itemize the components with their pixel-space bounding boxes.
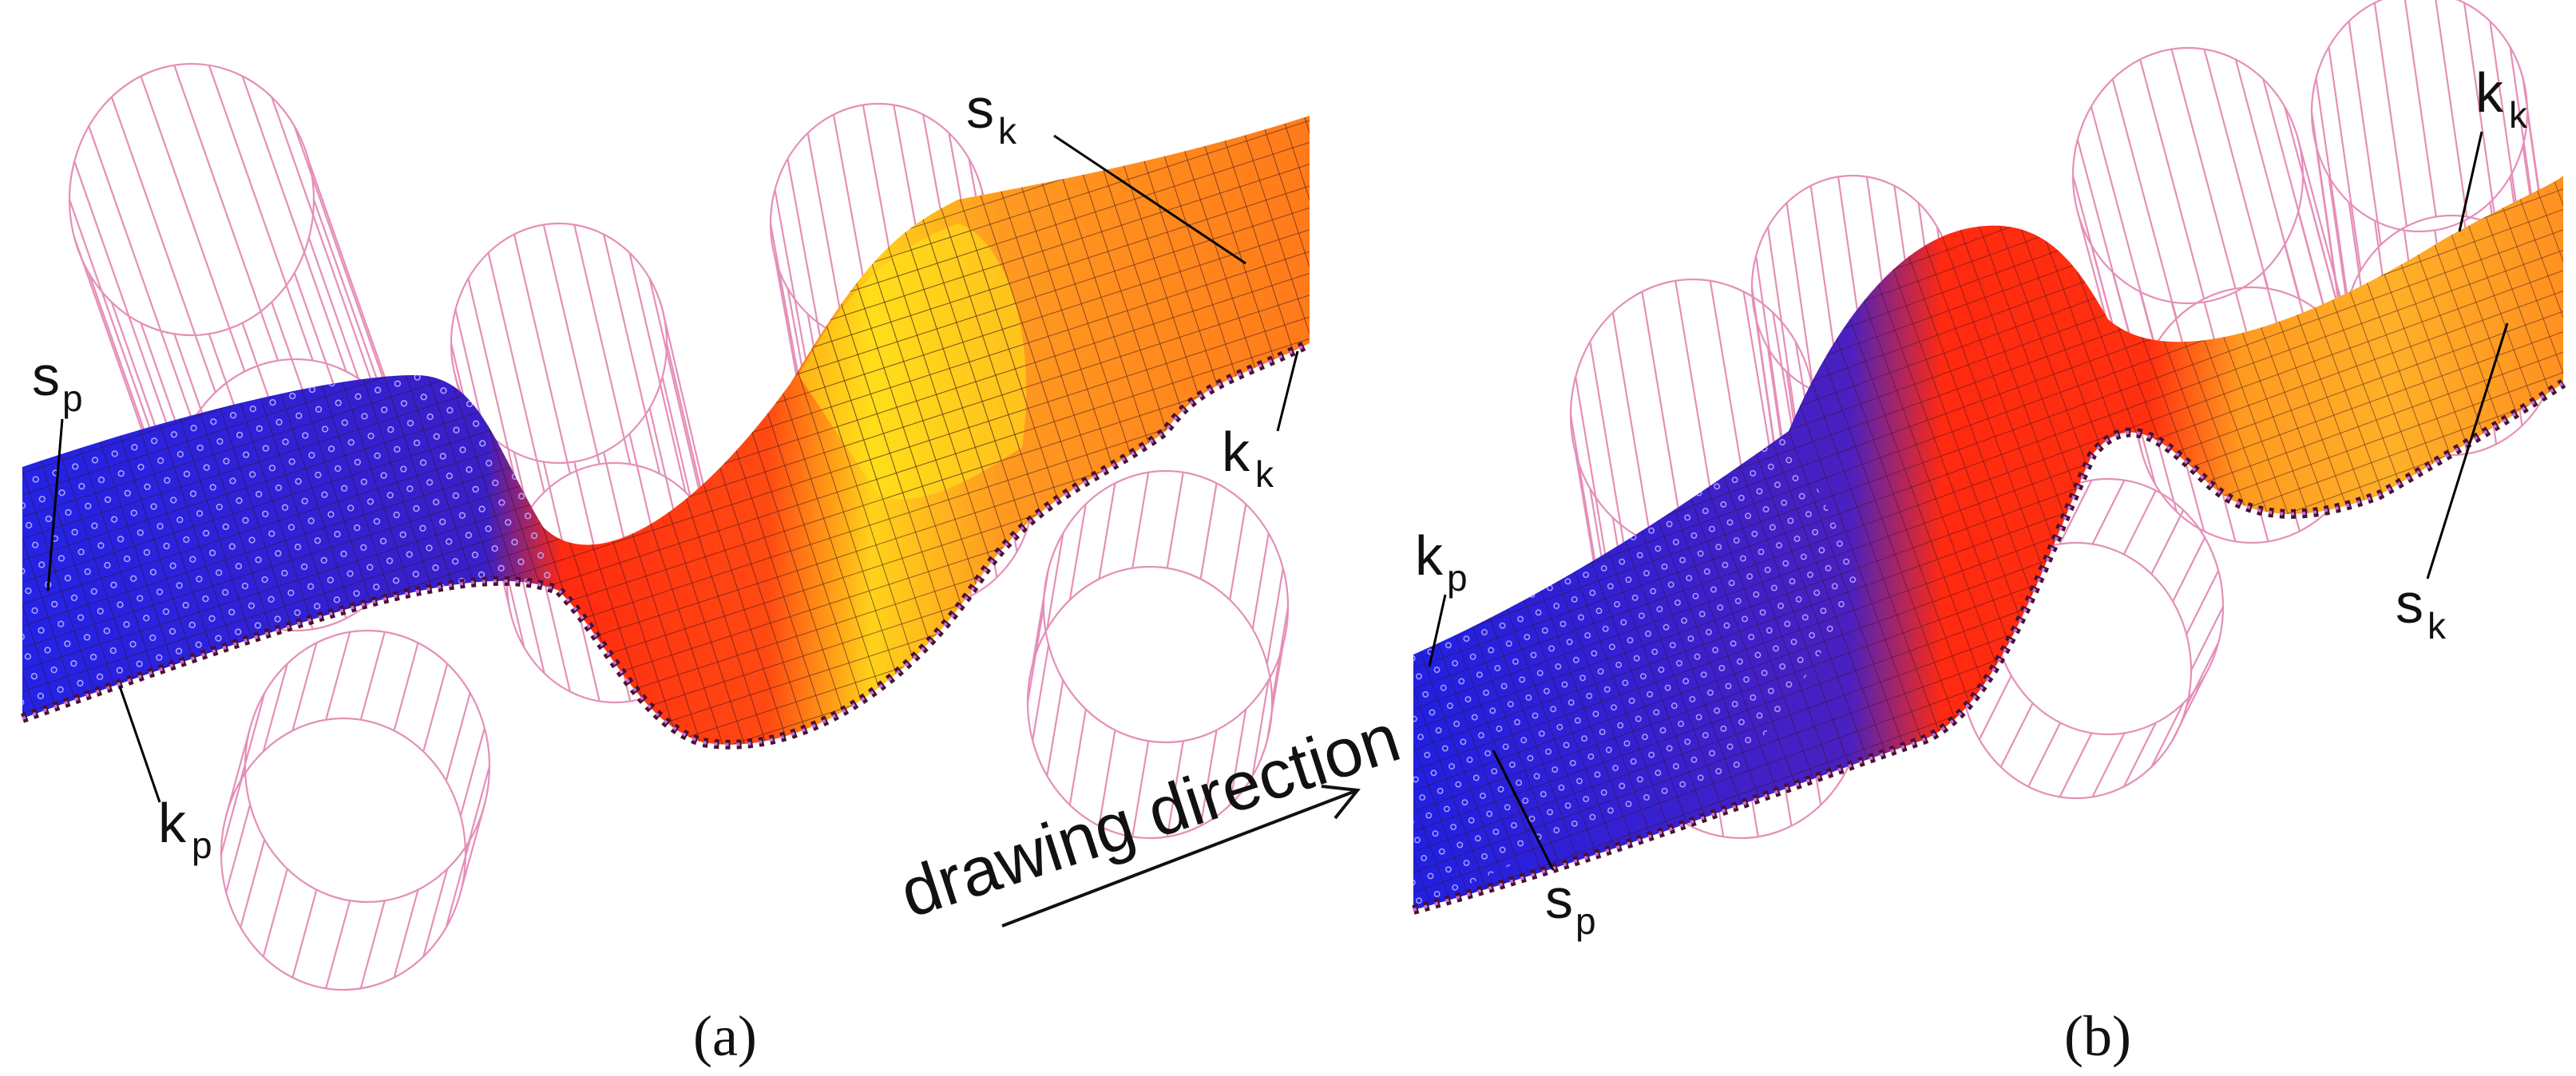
svg-text:p: p [1447, 557, 1468, 599]
label-sk-b: s k [2396, 572, 2447, 647]
drawing-direction-arrow [1001, 789, 1358, 928]
svg-text:s: s [2396, 572, 2423, 635]
svg-text:k: k [1415, 524, 1444, 587]
svg-text:k: k [2475, 61, 2504, 124]
drawing-direction: drawing direction [891, 699, 1409, 932]
leader-sp-b [1492, 750, 1555, 871]
roller-a-5 [1026, 469, 1290, 840]
svg-text:p: p [1575, 900, 1596, 942]
strip-nodes-a [22, 375, 559, 718]
arrowhead-icon [1321, 785, 1361, 820]
leader-sk-a [1053, 134, 1246, 265]
leader-kk-b [2458, 131, 2483, 232]
svg-text:k: k [998, 110, 1017, 152]
svg-text:k: k [2509, 94, 2528, 136]
svg-text:k: k [1222, 421, 1250, 483]
label-kk-b: k k [2475, 61, 2528, 136]
strip-nodes-b [1413, 431, 1861, 910]
caption-b: (b) [2064, 1004, 2131, 1068]
label-sp-b: s p [1545, 868, 1596, 942]
strip-edge-b [1412, 379, 2566, 915]
label-kk-a: k k [1222, 421, 1274, 495]
label-sk-a: s k [966, 77, 1017, 152]
label-kp-a: k p [158, 792, 212, 866]
leader-kp-a [118, 686, 161, 803]
svg-text:p: p [192, 825, 212, 866]
leader-kk-a [1276, 350, 1299, 432]
caption-a: (a) [693, 1004, 757, 1068]
svg-text:k: k [2427, 605, 2447, 647]
label-sp-a: s p [32, 345, 83, 419]
strip-edge-a [20, 338, 1312, 750]
svg-text:k: k [1255, 453, 1274, 495]
leader-sp-a [46, 418, 64, 591]
leader-kp-b [1428, 594, 1447, 667]
svg-text:k: k [158, 792, 187, 854]
svg-text:s: s [966, 77, 994, 140]
svg-text:p: p [62, 378, 83, 419]
drawing-direction-label: drawing direction [891, 699, 1409, 932]
roller-a-2 [220, 629, 491, 991]
svg-text:s: s [32, 345, 60, 407]
leader-sk-b [2426, 322, 2509, 580]
panel-a: s p k p s k k k (a) [20, 62, 1312, 1068]
panel-b: k p s p k k s k (b) [1412, 0, 2566, 1068]
svg-text:s: s [1545, 868, 1573, 930]
strip-highlight-mesh-a [799, 224, 1027, 500]
label-kp-b: k p [1415, 524, 1468, 599]
